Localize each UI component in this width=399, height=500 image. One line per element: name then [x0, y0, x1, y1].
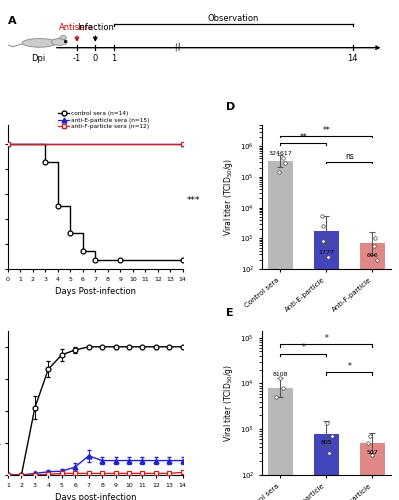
Text: *: * [302, 344, 305, 352]
Legend: control sera (n=14), anti-E-particle sera (n=15), anti-F-particle sera (n=12): control sera (n=14), anti-E-particle ser… [56, 109, 152, 132]
Text: 324617: 324617 [269, 150, 292, 156]
Text: //: // [174, 42, 182, 53]
Text: Infection: Infection [77, 23, 114, 32]
Ellipse shape [51, 38, 67, 46]
Text: ns: ns [345, 152, 354, 161]
Text: Dpi: Dpi [32, 54, 46, 63]
Text: 1: 1 [111, 54, 117, 63]
Bar [360, 243, 385, 500]
Text: **: ** [300, 134, 307, 142]
Text: **: ** [322, 126, 330, 135]
Y-axis label: Viral titer (TCID$_{50}$/g): Viral titer (TCID$_{50}$/g) [222, 364, 235, 442]
X-axis label: Days Post-infection: Days Post-infection [55, 287, 136, 296]
Text: *: * [348, 362, 352, 371]
Text: 507: 507 [367, 450, 378, 454]
Bar [314, 230, 339, 500]
Text: E: E [226, 308, 233, 318]
Text: 1777: 1777 [318, 250, 334, 256]
Text: 8108: 8108 [273, 372, 288, 376]
Text: 696: 696 [367, 253, 378, 258]
Text: D: D [226, 102, 235, 113]
Text: A: A [8, 16, 17, 26]
Text: 805: 805 [321, 440, 332, 445]
Text: 0: 0 [93, 54, 98, 63]
Bar [360, 442, 385, 500]
Bar [268, 162, 293, 500]
Text: Observation: Observation [207, 14, 259, 22]
X-axis label: Days post-infection: Days post-infection [55, 493, 136, 500]
Ellipse shape [22, 38, 57, 47]
Text: 14: 14 [348, 54, 358, 63]
Text: -1: -1 [73, 54, 81, 63]
Text: ***: *** [186, 196, 200, 204]
Bar [314, 434, 339, 500]
Bar [268, 388, 293, 500]
Ellipse shape [60, 36, 66, 40]
Text: *: * [324, 334, 328, 344]
Text: Antisera: Antisera [59, 23, 95, 32]
Y-axis label: Viral titer (TCID$_{50}$/g): Viral titer (TCID$_{50}$/g) [222, 158, 235, 236]
